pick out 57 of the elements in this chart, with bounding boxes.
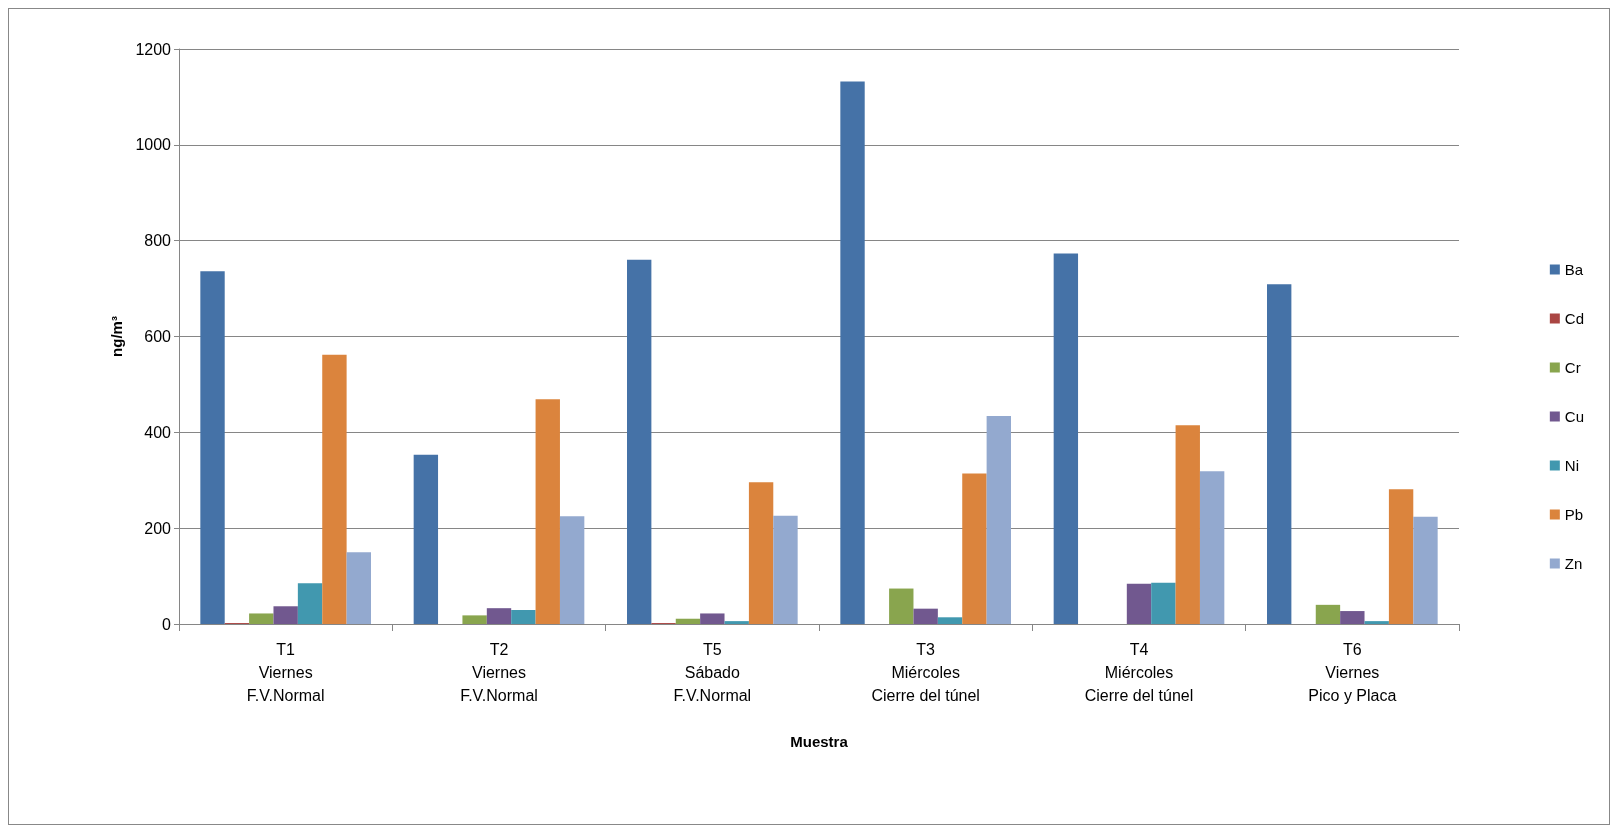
bar (346, 552, 371, 624)
bar (675, 618, 701, 624)
y-tick-label: 800 (144, 232, 172, 250)
bar (840, 81, 865, 624)
bar (724, 621, 749, 624)
bar (1267, 284, 1292, 624)
y-tick-label: 400 (144, 423, 172, 441)
bar (322, 354, 347, 624)
y-tick-label: 1200 (135, 40, 172, 58)
bar (748, 482, 774, 624)
bar (535, 399, 560, 624)
legend-label: Cu (1564, 408, 1585, 425)
bar (273, 606, 298, 624)
bar (486, 608, 512, 624)
y-axis-title: ng/m³ (108, 316, 125, 357)
x-tick-label: T4 Miércoles Cierre del túnel (1084, 641, 1194, 704)
bar (627, 259, 652, 624)
bar (1364, 621, 1389, 624)
bar (1151, 582, 1176, 624)
bar (1126, 583, 1152, 624)
legend-label: Ni (1564, 457, 1579, 474)
x-tick-label: T1 Viernes F.V.Normal (246, 641, 325, 704)
bar (1175, 425, 1200, 624)
y-tick-label: 0 (162, 615, 172, 633)
bar (511, 610, 536, 624)
x-tick-label: T6 Viernes Pico y Placa (1308, 641, 1397, 704)
bar (700, 613, 725, 624)
legend-label: Cr (1564, 359, 1581, 376)
y-tick-label: 200 (144, 519, 172, 537)
bar (249, 613, 274, 624)
x-tick-label: T2 Viernes F.V.Normal (460, 641, 538, 704)
bar (986, 416, 1011, 624)
y-tick-label: 600 (144, 328, 172, 345)
y-tick-label: 1000 (135, 136, 172, 154)
legend-label: Pb (1564, 506, 1584, 523)
bar (1388, 489, 1414, 624)
x-tick-label: T3 Miércoles Cierre del túnel (871, 641, 980, 704)
legend-label: Zn (1564, 555, 1583, 572)
bar (1340, 611, 1365, 624)
bar (773, 515, 798, 624)
bar (297, 583, 323, 624)
bar (1315, 604, 1341, 624)
bar (1413, 516, 1438, 624)
bar (559, 516, 585, 624)
bar (962, 473, 987, 624)
x-tick-label: T5 Sábado F.V.Normal (673, 641, 752, 704)
bar (1199, 471, 1225, 624)
x-axis-title: Muestra (790, 733, 849, 750)
legend-label: Ba (1564, 261, 1584, 278)
bar (413, 454, 439, 624)
legend-label: Cd (1564, 310, 1585, 327)
bar (200, 271, 225, 624)
bar (937, 617, 963, 624)
bar (1053, 253, 1079, 624)
bar (889, 588, 914, 624)
bar (462, 615, 487, 624)
bar (913, 608, 938, 624)
